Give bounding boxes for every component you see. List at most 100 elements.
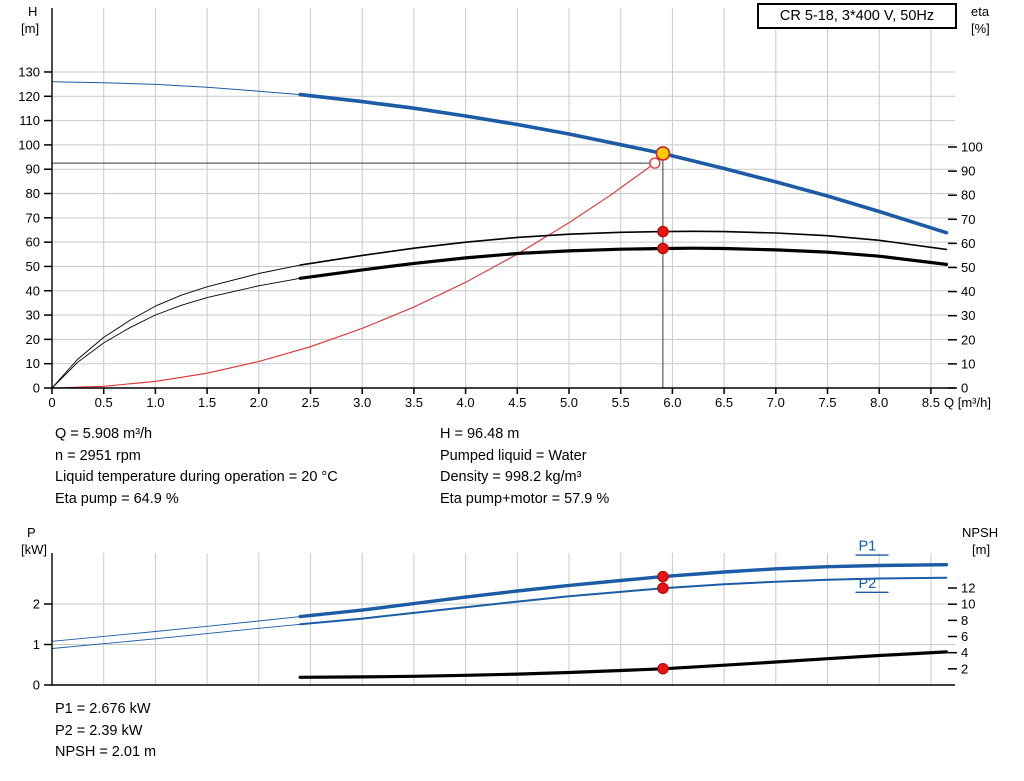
y-right-tick-label: 70 xyxy=(961,212,975,227)
y-left-tick-label: 130 xyxy=(18,64,40,79)
y-left-tick-label: 40 xyxy=(26,283,40,298)
x-tick-label: 0.5 xyxy=(95,395,113,410)
info-flow: Q = 5.908 m³/h xyxy=(55,426,153,442)
p2-point xyxy=(657,582,669,594)
y-right-tick-label: 12 xyxy=(961,581,975,596)
duty-point[interactable] xyxy=(655,146,671,161)
p1-curve xyxy=(298,563,949,619)
npsh-point xyxy=(657,663,669,675)
x-tick-label: 3.0 xyxy=(353,395,371,410)
y-right-tick-label: 10 xyxy=(961,597,975,612)
x-tick-label: 7.0 xyxy=(767,395,785,410)
y-left-axis-label: H xyxy=(28,4,37,19)
y-right-tick-label: 50 xyxy=(961,260,975,275)
x-tick-label: 0 xyxy=(48,395,55,410)
power-data: P1 = 2.676 kW P2 = 2.39 kW NPSH = 2.01 m xyxy=(55,699,156,764)
eta-pump-motor-curve xyxy=(298,246,948,280)
x-tick-label: 1.5 xyxy=(198,395,216,410)
info-eta-pump-motor: Eta pump+motor = 57.9 % xyxy=(440,490,610,507)
operating-data-right: H = 96.48 m Pumped liquid = Water Densit… xyxy=(440,424,609,510)
y-right-tick-label: 6 xyxy=(961,629,968,644)
y-left-tick-label: 2 xyxy=(33,597,40,612)
x-tick-label: 5.5 xyxy=(612,395,630,410)
y-left-tick-label: 50 xyxy=(26,259,40,274)
info-head: H = 96.48 m xyxy=(440,426,520,442)
y-right-tick-label: 40 xyxy=(961,284,975,299)
y-right-axis-label: eta xyxy=(971,4,990,19)
y-right-tick-label: 80 xyxy=(961,188,975,203)
y-left-tick-label: 0 xyxy=(33,381,40,396)
y-left-tick-label: 30 xyxy=(26,308,40,323)
y-right-axis-label: [%] xyxy=(971,21,990,36)
p1-curve-thin xyxy=(51,616,301,642)
head-curve-thin xyxy=(51,81,301,96)
operating-data-left: Q = 5.908 m³/h n = 2951 rpm Liquid tempe… xyxy=(55,424,338,510)
x-tick-label: 4.5 xyxy=(508,395,526,410)
y-left-axis-label: [m] xyxy=(21,21,39,36)
info-p1: P1 = 2.676 kW xyxy=(55,701,151,717)
x-tick-label: 8.0 xyxy=(870,395,888,410)
eta-pump-curve xyxy=(299,230,948,266)
info-pumped-liquid: Pumped liquid = Water xyxy=(440,447,587,464)
x-tick-label: 6.5 xyxy=(715,395,733,410)
y-left-tick-label: 110 xyxy=(19,113,40,128)
p2-curve xyxy=(299,576,948,626)
y-right-tick-label: 2 xyxy=(961,661,968,676)
eta-pump-point xyxy=(657,225,669,238)
series-label-p1: P1 xyxy=(859,539,877,555)
x-tick-label: 3.5 xyxy=(405,395,423,410)
requested-point xyxy=(649,157,661,169)
y-right-tick-label: 30 xyxy=(961,308,975,323)
x-axis-label: Q [m³/h] xyxy=(944,395,991,410)
pump-title-box: CR 5-18, 3*400 V, 50Hz xyxy=(757,3,957,29)
y-left-tick-label: 100 xyxy=(18,137,40,152)
head-curve xyxy=(298,92,949,235)
x-tick-label: 7.5 xyxy=(818,395,836,410)
y-left-tick-label: 90 xyxy=(26,162,40,177)
y-right-tick-label: 100 xyxy=(961,140,983,155)
qh-grid xyxy=(52,8,955,388)
x-tick-label: 4.0 xyxy=(457,395,475,410)
y-left-axis-label: [kW] xyxy=(21,542,47,557)
info-eta-pump: Eta pump = 64.9 % xyxy=(55,490,179,507)
x-tick-label: 2.0 xyxy=(250,395,268,410)
y-right-tick-label: 4 xyxy=(961,645,968,660)
y-right-tick-label: 20 xyxy=(961,332,975,347)
series-label-p2: P2 xyxy=(859,576,877,592)
system-curve-curve xyxy=(51,162,656,389)
x-tick-label: 8.5 xyxy=(922,395,940,410)
y-right-axis-label: [m] xyxy=(972,542,990,557)
info-npsh: NPSH = 2.01 m xyxy=(55,744,157,760)
eta-pump-motor-curve-thin xyxy=(51,277,301,389)
p2-curve-thin xyxy=(51,623,301,649)
y-left-tick-label: 120 xyxy=(18,89,40,104)
y-left-tick-label: 1 xyxy=(33,637,40,652)
info-p2: P2 = 2.39 kW xyxy=(55,722,143,739)
x-tick-label: 5.0 xyxy=(560,395,578,410)
y-left-axis-label: P xyxy=(27,525,36,540)
pump-title: CR 5-18, 3*400 V, 50Hz xyxy=(779,8,935,24)
x-tick-label: 1.0 xyxy=(146,395,164,410)
y-right-tick-label: 8 xyxy=(961,613,968,628)
x-tick-label: 6.0 xyxy=(663,395,681,410)
y-right-tick-label: 10 xyxy=(961,356,975,371)
npsh-curve xyxy=(298,650,948,679)
y-left-tick-label: 60 xyxy=(26,235,40,250)
y-left-tick-label: 20 xyxy=(26,332,40,347)
y-right-tick-label: 90 xyxy=(961,164,975,179)
info-speed: n = 2951 rpm xyxy=(55,447,141,464)
eta-pump-curve-thin xyxy=(51,264,301,389)
power-grid xyxy=(52,553,955,685)
y-right-tick-label: 60 xyxy=(961,236,975,251)
y-right-tick-label: 0 xyxy=(961,381,968,396)
p1-point xyxy=(657,570,669,583)
y-right-axis-label: NPSH xyxy=(962,525,998,540)
y-left-tick-label: 80 xyxy=(26,186,40,201)
y-left-tick-label: 10 xyxy=(26,356,40,371)
eta-pump-motor-point xyxy=(657,242,669,255)
info-liquid-temp: Liquid temperature during operation = 20… xyxy=(55,469,338,485)
info-density: Density = 998.2 kg/m³ xyxy=(440,469,582,485)
x-tick-label: 2.5 xyxy=(301,395,319,410)
